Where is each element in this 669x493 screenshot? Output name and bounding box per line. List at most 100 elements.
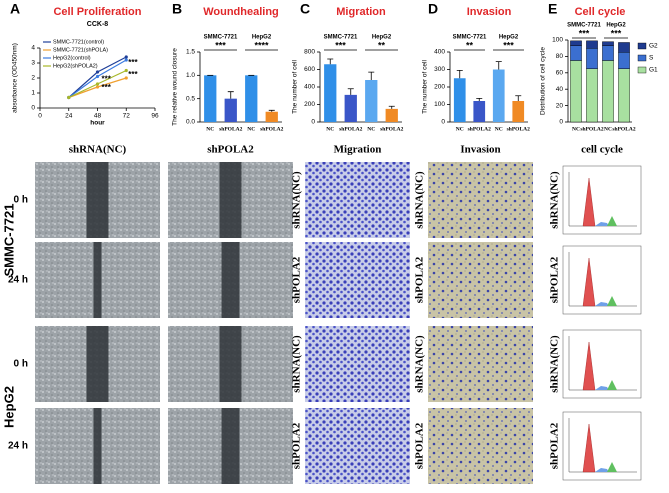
- bar-segment: [618, 52, 630, 69]
- x-tick-label: 0: [38, 113, 42, 120]
- group-label: HepG2: [499, 35, 519, 41]
- y-tick-label: 300: [434, 66, 445, 73]
- wound-gap: [93, 408, 102, 484]
- bar: [344, 94, 357, 122]
- s-phase: [595, 302, 609, 306]
- row-label: shPOLA2: [414, 422, 426, 469]
- bar-segment: [602, 60, 614, 123]
- y-tick-label: 1: [31, 90, 35, 97]
- y-axis-label: The number of cell: [422, 60, 429, 114]
- wound-gap: [219, 162, 242, 238]
- invasion-image: [428, 408, 533, 484]
- g1-peak: [582, 341, 596, 391]
- y-axis-label: Distribution of cell cycle: [540, 47, 547, 115]
- y-tick-label: 80: [556, 53, 564, 60]
- time-label: 24 h: [8, 275, 28, 286]
- x-tick-label: NC: [206, 126, 214, 132]
- significance: ***: [503, 40, 514, 50]
- y-tick-label: 0: [311, 119, 315, 126]
- x-tick-label: NC: [367, 126, 375, 132]
- bar-segment: [586, 40, 598, 49]
- significance: ****: [254, 40, 269, 50]
- y-tick-label: 0: [559, 119, 563, 126]
- column-header: cell cycle: [581, 144, 623, 156]
- error-bar: [515, 95, 522, 101]
- invasion-image: [428, 242, 533, 318]
- group-label: SMMC-7721: [324, 35, 358, 41]
- annotation: ***: [102, 83, 112, 92]
- s-phase: [595, 386, 609, 390]
- y-tick-label: 100: [434, 101, 445, 108]
- wound-gap: [93, 242, 102, 318]
- row-label: shPOLA2: [549, 422, 561, 469]
- bar: [265, 111, 278, 122]
- point: [95, 85, 100, 89]
- x-tick-label: shPOLA2: [507, 126, 530, 132]
- significance: ***: [335, 40, 346, 50]
- point: [124, 58, 128, 62]
- wound-gap: [86, 162, 109, 238]
- row-label: shPOLA2: [291, 422, 303, 469]
- migration-image: [305, 326, 410, 402]
- group-label: SMMC-7721: [567, 23, 601, 29]
- y-tick-label: 1.0: [186, 72, 195, 79]
- y-axis-label: absorbance (OD450nm): [12, 43, 19, 113]
- point: [95, 70, 100, 74]
- legend-label: G1: [649, 67, 658, 74]
- significance: **: [378, 40, 386, 50]
- row-label: shRNA(NC): [291, 171, 303, 229]
- significance: ***: [611, 28, 622, 38]
- wound-gap: [221, 408, 240, 484]
- row-label: shRNA(NC): [549, 335, 561, 393]
- group-label: SMMC-7721: [204, 35, 238, 41]
- y-axis-label: The number of cell: [292, 60, 299, 114]
- bar: [324, 64, 337, 122]
- x-axis-label: hour: [90, 120, 105, 127]
- s-phase: [595, 222, 609, 226]
- column-header: shRNA(NC): [69, 144, 127, 156]
- bar: [365, 80, 378, 122]
- error-bar: [456, 69, 463, 79]
- g1-peak: [582, 423, 596, 473]
- y-tick-label: 200: [434, 84, 445, 91]
- y-tick-label: 200: [304, 101, 315, 108]
- legend-label: S: [649, 55, 654, 62]
- g2-peak: [607, 216, 617, 226]
- y-tick-label: 1.5: [186, 49, 195, 56]
- legend-label: HepG2(shPOLA2): [53, 63, 98, 69]
- legend-label: HepG2(control): [53, 55, 91, 61]
- migration-image: [305, 408, 410, 484]
- point: [124, 68, 128, 73]
- point: [124, 76, 128, 80]
- y-tick-label: 40: [556, 86, 564, 93]
- row-label: shRNA(NC): [414, 335, 426, 393]
- row-label: shRNA(NC): [291, 335, 303, 393]
- x-tick-label: shPOLA2: [219, 126, 242, 132]
- bar: [224, 98, 237, 122]
- error-bar: [388, 105, 395, 109]
- x-tick-label: NC: [456, 126, 464, 132]
- bar: [492, 69, 505, 122]
- x-tick-label: 72: [123, 113, 131, 120]
- annotation: ***: [102, 75, 112, 84]
- x-tick-label: NC: [495, 126, 503, 132]
- migration-image: [305, 242, 410, 318]
- y-tick-label: 0.5: [186, 95, 195, 102]
- g2-peak: [607, 296, 617, 306]
- y-tick-label: 0: [31, 105, 35, 112]
- y-tick-label: 4: [31, 45, 35, 52]
- x-tick-label: NC: [247, 126, 255, 132]
- time-label: 0 h: [14, 359, 28, 370]
- x-tick-label: NC: [604, 126, 612, 132]
- group-label: HepG2: [606, 23, 626, 29]
- y-tick-label: 600: [304, 66, 315, 73]
- y-axis-label: The relative wound closure: [172, 48, 179, 126]
- error-bar: [476, 97, 483, 101]
- legend-swatch: [637, 54, 647, 62]
- significance: **: [466, 40, 474, 50]
- legend-swatch: [637, 66, 647, 74]
- column-header: shPOLA2: [207, 144, 254, 156]
- y-tick-label: 0.0: [186, 119, 195, 126]
- x-tick-label: shPOLA2: [339, 126, 362, 132]
